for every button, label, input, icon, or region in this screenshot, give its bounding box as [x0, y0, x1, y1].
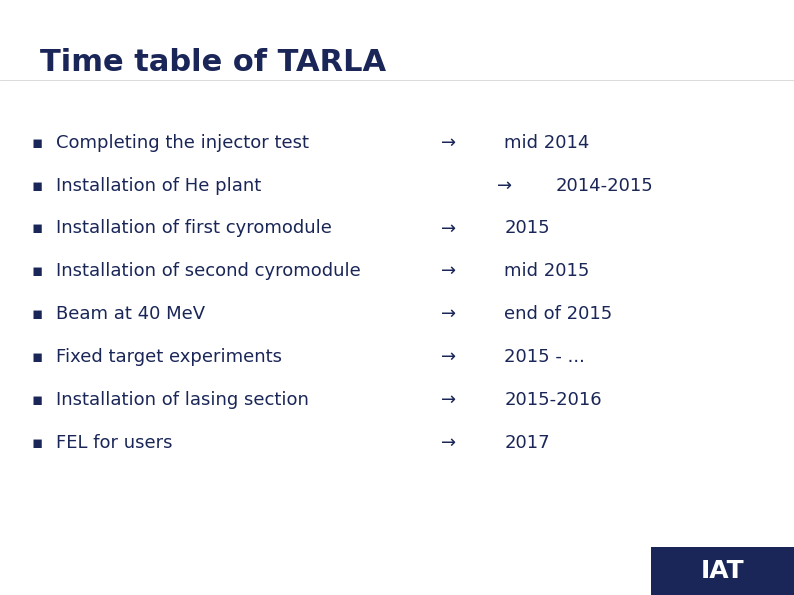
- Text: end of 2015: end of 2015: [504, 305, 612, 323]
- Text: 2015-2016: 2015-2016: [504, 391, 602, 409]
- Text: →: →: [441, 134, 457, 152]
- Text: ▪: ▪: [32, 305, 43, 323]
- Text: Completing the injector test: Completing the injector test: [56, 134, 309, 152]
- Text: Installation of lasing section: Installation of lasing section: [56, 391, 308, 409]
- Text: Installation of first cyromodule: Installation of first cyromodule: [56, 220, 331, 237]
- Text: ▪: ▪: [32, 262, 43, 280]
- Text: mid 2015: mid 2015: [504, 262, 590, 280]
- Text: ▪: ▪: [32, 348, 43, 366]
- Text: ▪: ▪: [32, 220, 43, 237]
- Text: →: →: [441, 434, 457, 452]
- Text: ▪: ▪: [32, 177, 43, 195]
- Text: Installation of second cyromodule: Installation of second cyromodule: [56, 262, 360, 280]
- Text: ▪: ▪: [32, 434, 43, 452]
- Text: Fixed target experiments: Fixed target experiments: [56, 348, 282, 366]
- Text: →: →: [441, 305, 457, 323]
- Text: mid 2014: mid 2014: [504, 134, 590, 152]
- Text: IAT: IAT: [701, 559, 744, 583]
- Text: →: →: [496, 177, 512, 195]
- Text: →: →: [441, 262, 457, 280]
- Text: 2017: 2017: [504, 434, 549, 452]
- Text: →: →: [441, 348, 457, 366]
- Text: 2015 - ...: 2015 - ...: [504, 348, 585, 366]
- Text: FEL for users: FEL for users: [56, 434, 172, 452]
- Text: Time table of TARLA: Time table of TARLA: [40, 48, 386, 77]
- Text: ▪: ▪: [32, 134, 43, 152]
- FancyBboxPatch shape: [651, 547, 794, 595]
- Text: ▪: ▪: [32, 391, 43, 409]
- Text: 2015: 2015: [504, 220, 549, 237]
- Text: →: →: [441, 391, 457, 409]
- Text: Beam at 40 MeV: Beam at 40 MeV: [56, 305, 205, 323]
- Text: →: →: [441, 220, 457, 237]
- Text: 2014-2015: 2014-2015: [556, 177, 653, 195]
- Text: Installation of He plant: Installation of He plant: [56, 177, 261, 195]
